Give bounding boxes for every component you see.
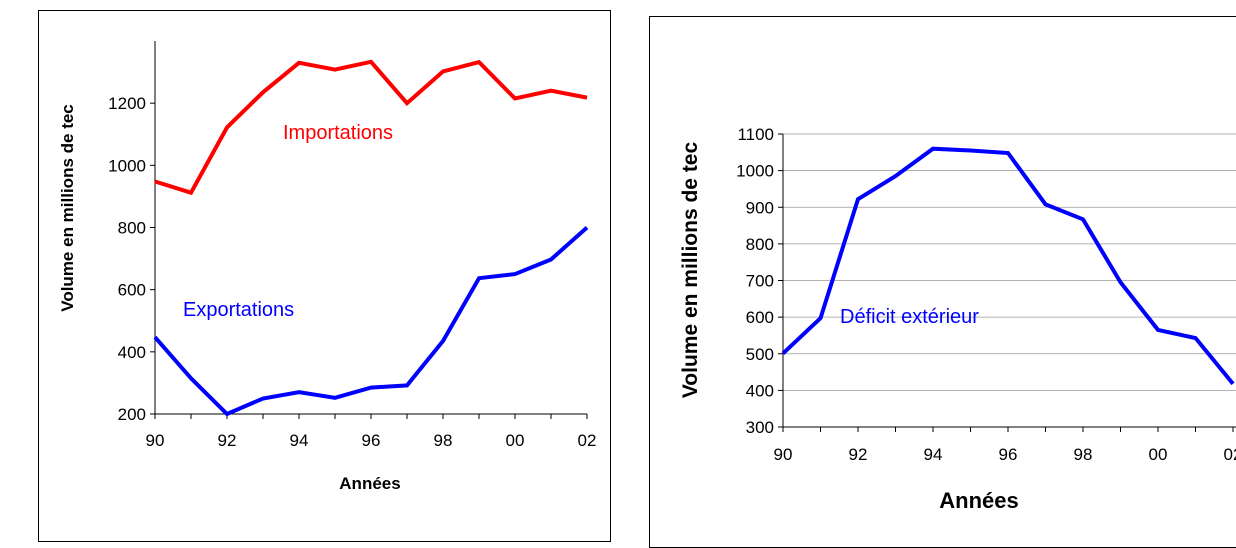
x-tick-label: 00 (506, 431, 525, 450)
y-tick-label: 500 (746, 345, 774, 364)
chart-imports-exports: 200 400 600 800 1000 1200 90 92 94 96 98 00 02 Années… (38, 10, 611, 542)
y-tick-label: 600 (746, 308, 774, 327)
y-tick-label: 1100 (737, 125, 774, 144)
x-tick-label: 90 (774, 445, 793, 464)
y-tick-label: 600 (118, 281, 146, 300)
series-line-0 (781, 146, 1235, 386)
y-tick-label: 900 (746, 198, 774, 217)
x-tick-label: 00 (1149, 445, 1168, 464)
y-tick-label: 800 (118, 219, 146, 238)
x-tick-label: 98 (1074, 445, 1093, 464)
x-tick-label: 94 (924, 445, 943, 464)
series-label-0: Importations (283, 122, 393, 144)
y-tick-label: 200 (118, 405, 146, 424)
x-axis-label: Années (939, 488, 1018, 513)
chart-external-deficit-svg: 300 400 500 600 700 800 900 1000 1100 90 92 94 96 98 0… (679, 125, 1236, 513)
series-label-1: Exportations (183, 299, 294, 321)
chart-imports-exports-svg: 200 400 600 800 1000 1200 90 92 94 96 98 00 02 Années… (58, 41, 597, 493)
x-axis-label: Années (339, 474, 400, 493)
x-tick-label: 98 (434, 431, 453, 450)
x-tick-label: 92 (849, 445, 868, 464)
y-tick-label: 1000 (736, 162, 774, 181)
series-line-0 (154, 59, 588, 196)
y-tick-label: 800 (746, 235, 774, 254)
chart-external-deficit: 300 400 500 600 700 800 900 1000 1100 90 92 94 96 98 0… (649, 16, 1236, 548)
x-tick-label: 92 (218, 431, 237, 450)
x-tick-label: 94 (290, 431, 309, 450)
y-axis-label: Volume en millions de tec (679, 142, 702, 399)
y-tick-label: 1000 (108, 156, 146, 175)
y-tick-label: 300 (746, 418, 774, 437)
y-tick-label: 1200 (108, 94, 146, 113)
series-label-0: Déficit extérieur (840, 306, 979, 328)
x-tick-label: 96 (362, 431, 381, 450)
series-line-1 (153, 226, 589, 417)
y-axis-label: Volume en millions de tec (58, 104, 77, 312)
x-tick-label: 96 (999, 445, 1018, 464)
y-tick-label: 700 (746, 272, 774, 291)
x-tick-label: 90 (146, 431, 165, 450)
y-tick-label: 400 (746, 381, 774, 400)
y-tick-label: 400 (118, 343, 146, 362)
x-tick-label: 02 (1224, 445, 1236, 464)
x-tick-label: 02 (578, 431, 597, 450)
